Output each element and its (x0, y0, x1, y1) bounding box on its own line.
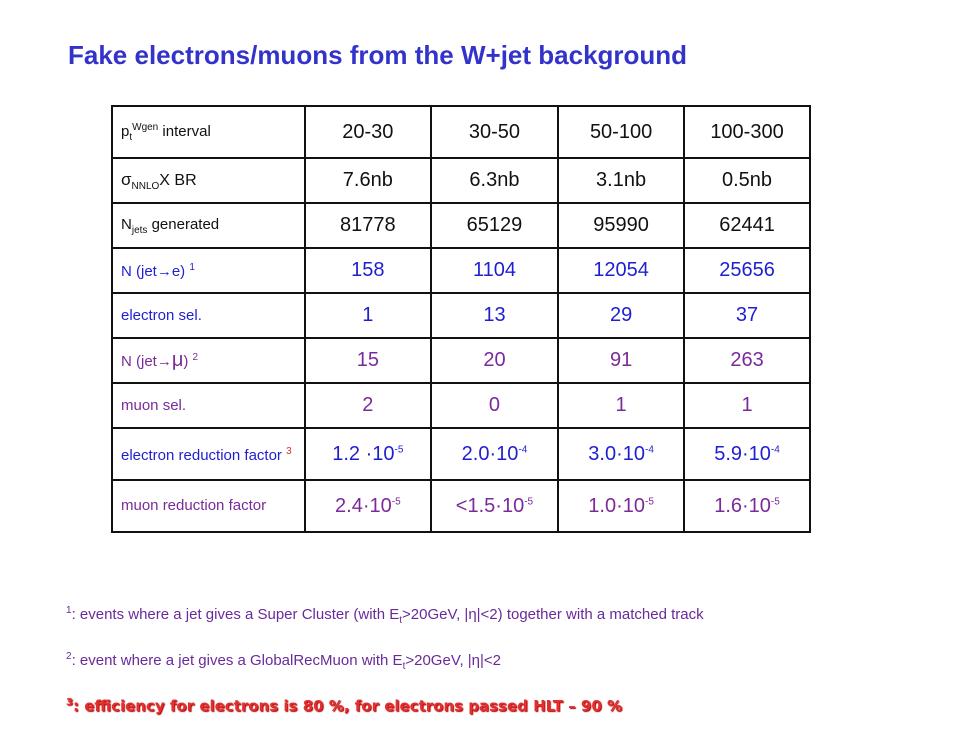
table-row-cross-section: σNNLOX BR 7.6nb 6.3nb 3.1nb 0.5nb (111, 157, 811, 204)
cell: <1.5·10-5 (429, 479, 560, 533)
row-label-electron-reduction: electron reduction factor 3 (111, 427, 306, 481)
background-table: ptWgen interval 20-30 30-50 50-100 100-3… (111, 105, 811, 533)
cell: 100-300 (683, 105, 811, 159)
footnote-1: 1: events where a jet gives a Super Clus… (66, 605, 704, 626)
cell: 2 (303, 382, 432, 429)
row-label-n-jet-mu: N (jet→μ) 2 (111, 337, 306, 384)
cell: 1.0·10-5 (557, 479, 686, 533)
page-title: Fake electrons/muons from the W+jet back… (68, 40, 688, 70)
row-label-electron-sel: electron sel. (111, 292, 306, 339)
cell: 65129 (429, 202, 560, 249)
cell: 25656 (683, 247, 811, 294)
cell: 12054 (557, 247, 686, 294)
cell: 1.2 ·10-5 (303, 427, 432, 481)
cell: 5.9·10-4 (683, 427, 811, 481)
cell: 1 (557, 382, 686, 429)
cell: 0 (429, 382, 560, 429)
cell: 20-30 (303, 105, 432, 159)
row-label-n-jet-e: N (jet→e) 1 (111, 247, 306, 294)
table-row-muon-sel: muon sel. 2 0 1 1 (111, 382, 811, 429)
cell: 81778 (303, 202, 432, 249)
arrow-icon: → (156, 353, 172, 370)
row-label-muon-reduction: muon reduction factor (111, 479, 306, 533)
cell: 37 (683, 292, 811, 339)
arrow-icon: → (156, 262, 172, 280)
cell: 1.6·10-5 (683, 479, 811, 533)
cell: 50-100 (557, 105, 686, 159)
row-label-cross-section: σNNLOX BR (111, 157, 306, 204)
cell: 15 (303, 337, 432, 384)
table-row-electron-reduction: electron reduction factor 3 1.2 ·10-5 2.… (111, 427, 811, 481)
table-row-njets: Njets generated 81778 65129 95990 62441 (111, 202, 811, 249)
table-row-n-jet-e: N (jet→e) 1 158 1104 12054 25656 (111, 247, 811, 294)
cell: 91 (557, 337, 686, 384)
table-row-n-jet-mu: N (jet→μ) 2 15 20 91 263 (111, 337, 811, 384)
footnotes: 1: events where a jet gives a Super Clus… (66, 600, 704, 731)
cell: 30-50 (429, 105, 560, 159)
cell: 2.0·10-4 (429, 427, 560, 481)
cell: 158 (303, 247, 432, 294)
table-row-muon-reduction: muon reduction factor 2.4·10-5 <1.5·10-5… (111, 479, 811, 533)
cell: 95990 (557, 202, 686, 249)
cell: 263 (683, 337, 811, 384)
table-row-pt-interval: ptWgen interval 20-30 30-50 50-100 100-3… (111, 105, 811, 159)
cell: 7.6nb (303, 157, 432, 204)
cell: 3.0·10-4 (557, 427, 686, 481)
row-label-pt-interval: ptWgen interval (111, 105, 306, 159)
cell: 13 (429, 292, 560, 339)
row-label-muon-sel: muon sel. (111, 382, 306, 429)
cell: 6.3nb (429, 157, 560, 204)
cell: 1 (683, 382, 811, 429)
cell: 20 (429, 337, 560, 384)
cell: 0.5nb (683, 157, 811, 204)
row-label-njets: Njets generated (111, 202, 306, 249)
cell: 2.4·10-5 (303, 479, 432, 533)
cell: 29 (557, 292, 686, 339)
footnote-3: 3: efficiency for electrons is 80 %, for… (66, 697, 623, 715)
table-row-electron-sel: electron sel. 1 13 29 37 (111, 292, 811, 339)
cell: 62441 (683, 202, 811, 249)
cell: 3.1nb (557, 157, 686, 204)
cell: 1 (303, 292, 432, 339)
footnote-2: 2: event where a jet gives a GlobalRecMu… (66, 651, 502, 672)
cell: 1104 (429, 247, 560, 294)
